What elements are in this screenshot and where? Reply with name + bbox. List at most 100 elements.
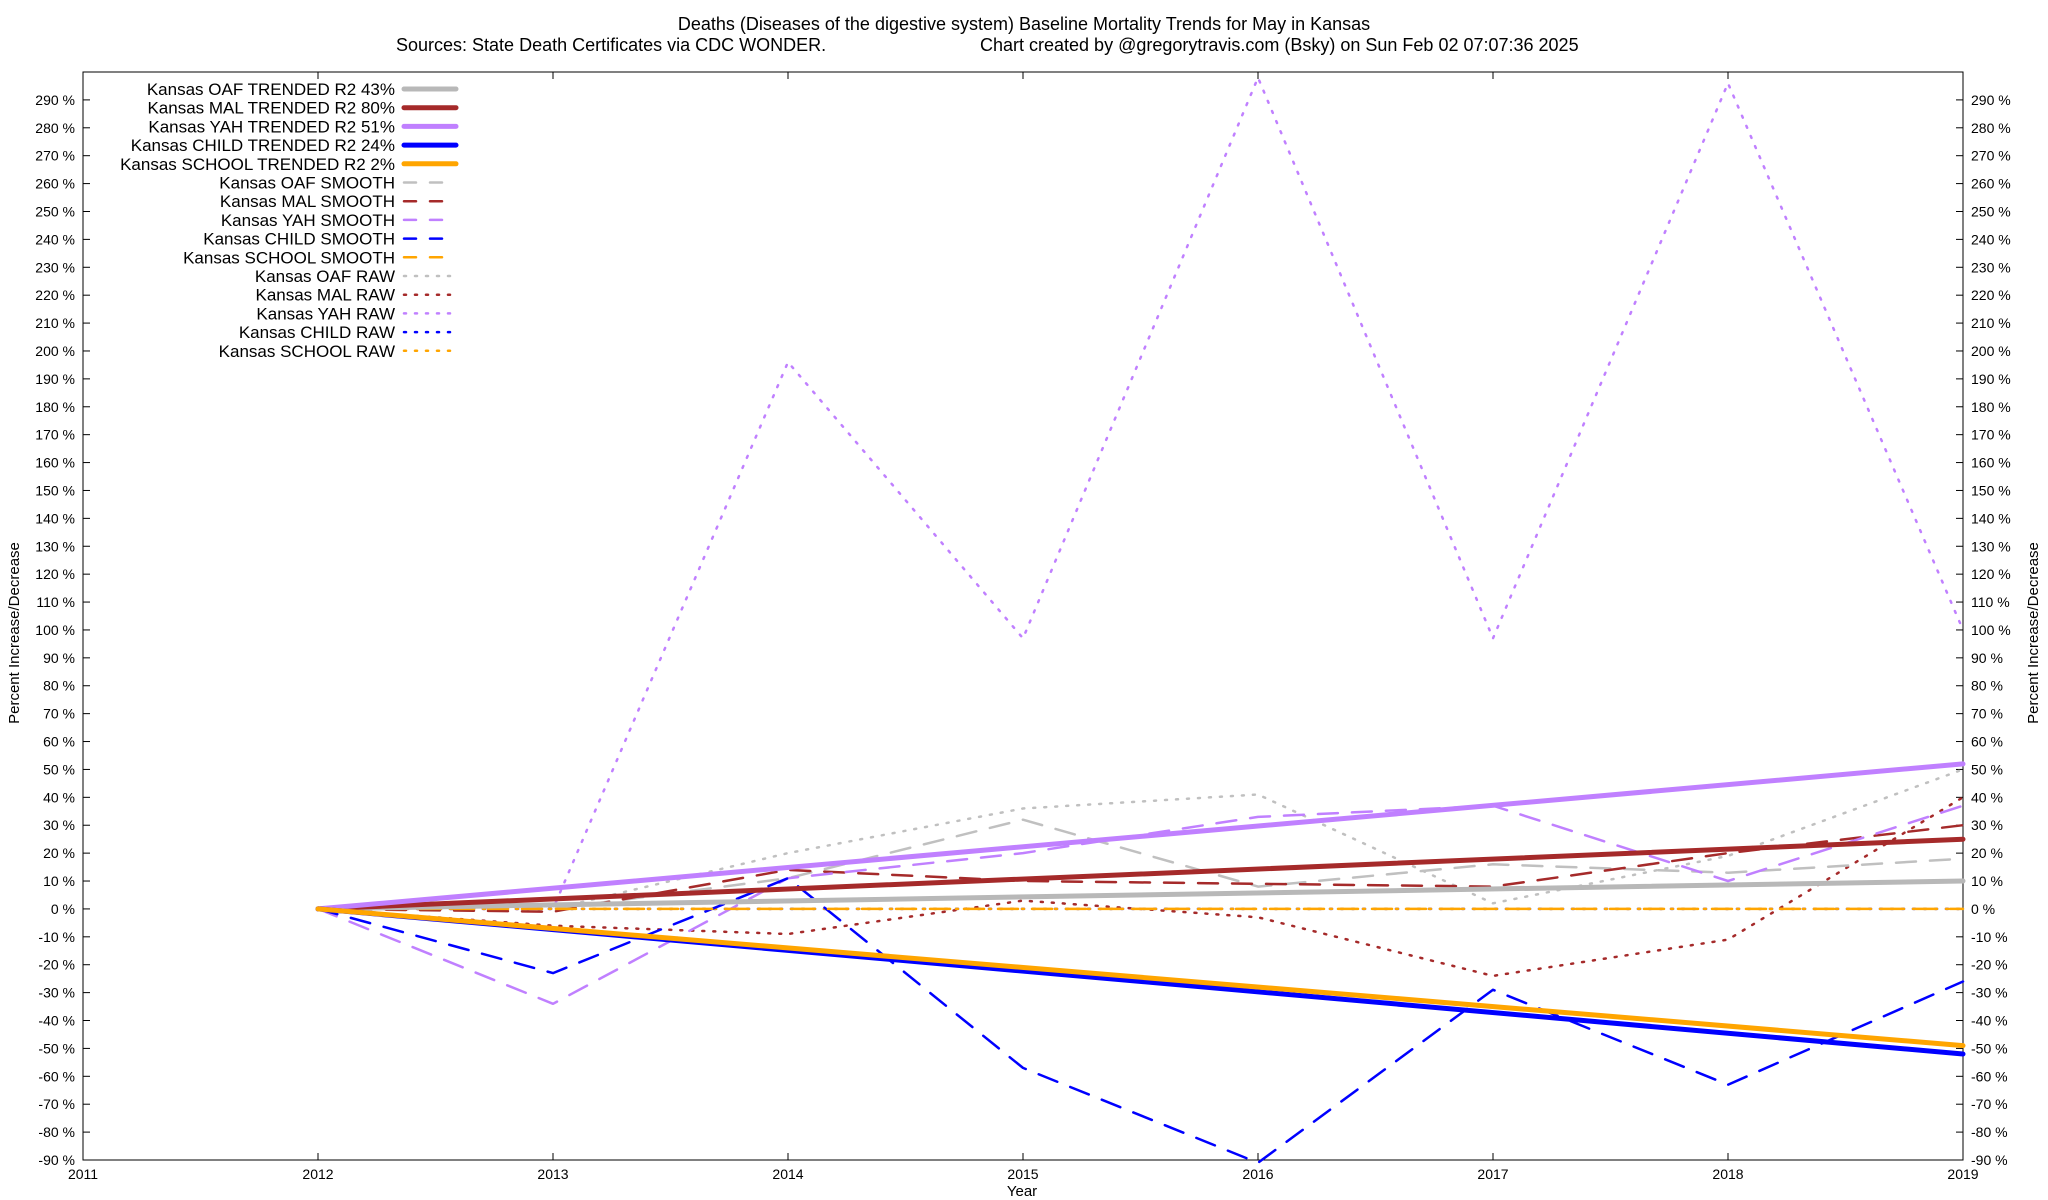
y-tick-label: 290 %: [35, 92, 75, 108]
x-tick-label: 2012: [302, 1166, 333, 1182]
x-tick-label: 2017: [1477, 1166, 1508, 1182]
y-tick-label-right: 200 %: [1971, 343, 2011, 359]
y-tick-label-right: 160 %: [1971, 455, 2011, 471]
plot-area: -90 % -90 % -80 % -80 % -70 % -70 % -60 % -60 %…: [35, 71, 2011, 1182]
y-tick-label: 190 %: [35, 371, 75, 387]
y-tick-label-right: 50 %: [1971, 761, 2003, 777]
y-tick-label-right: 280 %: [1971, 120, 2011, 136]
y-tick-label: -70 %: [38, 1096, 75, 1112]
y-tick-label: 250 %: [35, 203, 75, 219]
y-tick-label-right: 290 %: [1971, 92, 2011, 108]
y-tick-label-right: 220 %: [1971, 287, 2011, 303]
y-tick-label: 20 %: [43, 845, 75, 861]
y-tick-label: -80 %: [38, 1124, 75, 1140]
y-tick-label-right: -10 %: [1971, 929, 2008, 945]
x-tick-label: 2015: [1007, 1166, 1038, 1182]
x-tick-label: 2011: [68, 1166, 98, 1182]
y-tick-label-right: 250 %: [1971, 203, 2011, 219]
y-tick-label-right: 70 %: [1971, 706, 2003, 722]
legend-label: Kansas OAF RAW: [255, 267, 395, 286]
y-tick-label: 170 %: [35, 427, 75, 443]
y-tick-label-right: -50 %: [1971, 1040, 2008, 1056]
x-tick-label: 2014: [772, 1166, 803, 1182]
y-tick-label-right: 270 %: [1971, 148, 2011, 164]
legend-label: Kansas OAF TRENDED R2 43%: [147, 80, 395, 99]
legend-label: Kansas SCHOOL TRENDED R2 2%: [120, 155, 395, 174]
chart-subtitle-right: Chart created by @gregorytravis.com (Bsk…: [980, 35, 1579, 55]
y-tick-label-right: 10 %: [1971, 873, 2003, 889]
legend-label: Kansas CHILD RAW: [239, 323, 395, 342]
y-tick-label-right: -30 %: [1971, 985, 2008, 1001]
y-tick-label: 90 %: [43, 650, 75, 666]
legend-label: Kansas YAH TRENDED R2 51%: [148, 117, 395, 136]
y-tick-label-right: 210 %: [1971, 315, 2011, 331]
y-tick-label: 210 %: [35, 315, 75, 331]
y-tick-label: -40 %: [38, 1013, 75, 1029]
y-tick-label-right: 110 %: [1971, 594, 2010, 610]
y-tick-label: 40 %: [43, 789, 75, 805]
y-tick-label-right: 120 %: [1971, 566, 2011, 582]
y-tick-label: -10 %: [38, 929, 75, 945]
y-tick-label-right: 90 %: [1971, 650, 2003, 666]
y-tick-label: 270 %: [35, 148, 75, 164]
series-kansas-yah-trended-r2-51: [315, 761, 1966, 912]
y-tick-label: 100 %: [35, 622, 75, 638]
y-tick-label: 30 %: [43, 817, 75, 833]
x-tick-label: 2019: [1947, 1166, 1978, 1182]
y-tick-label: 230 %: [35, 259, 75, 275]
y-tick-label-right: 60 %: [1971, 734, 2003, 750]
legend-label: Kansas MAL SMOOTH: [220, 192, 395, 211]
y-axis-label-left: Percent Increase/Decrease: [6, 542, 23, 724]
x-tick-label: 2016: [1242, 1166, 1273, 1182]
y-tick-label: -60 %: [38, 1068, 75, 1084]
y-tick-label-right: -70 %: [1971, 1096, 2008, 1112]
y-tick-label-right: -60 %: [1971, 1068, 2008, 1084]
legend-label: Kansas MAL RAW: [255, 286, 395, 305]
y-tick-label: -30 %: [38, 985, 75, 1001]
y-tick-label-right: 260 %: [1971, 176, 2011, 192]
y-tick-label-right: 190 %: [1971, 371, 2011, 387]
legend: Kansas OAF TRENDED R2 43%Kansas MAL TREN…: [120, 80, 459, 361]
x-tick-label: 2018: [1712, 1166, 1743, 1182]
series-layer: [315, 76, 1966, 1165]
y-tick-label: 130 %: [35, 538, 75, 554]
series-kansas-school-trended-r2-2: [315, 906, 1966, 1049]
y-tick-label-right: 240 %: [1971, 231, 2011, 247]
series-kansas-yah-raw: [316, 76, 1965, 911]
y-tick-label: 70 %: [43, 706, 75, 722]
y-tick-label: 280 %: [35, 120, 75, 136]
y-tick-label: 160 %: [35, 455, 75, 471]
y-tick-label: 10 %: [43, 873, 75, 889]
y-tick-label: -20 %: [38, 957, 75, 973]
y-tick-label: 140 %: [35, 510, 75, 526]
y-tick-label-right: 140 %: [1971, 510, 2011, 526]
y-tick-label: -50 %: [38, 1040, 75, 1056]
x-axis-label: Year: [1007, 1183, 1037, 1200]
legend-label: Kansas YAH SMOOTH: [221, 211, 395, 230]
legend-label: Kansas SCHOOL SMOOTH: [183, 248, 395, 267]
axis-ticks: -90 % -90 % -80 % -80 % -70 % -70 % -60 % -60 %…: [35, 72, 2011, 1182]
y-tick-label: 110 %: [36, 594, 75, 610]
y-tick-label-right: 130 %: [1971, 538, 2011, 554]
y-tick-label-right: 20 %: [1971, 845, 2003, 861]
y-tick-label-right: 0 %: [1971, 901, 1995, 917]
y-tick-label-right: 80 %: [1971, 678, 2003, 694]
series-kansas-oaf-trended-r2-43: [315, 878, 1966, 912]
y-tick-label: 220 %: [35, 287, 75, 303]
legend-label: Kansas SCHOOL RAW: [219, 342, 395, 361]
y-tick-label: 240 %: [35, 231, 75, 247]
y-tick-label: 150 %: [35, 482, 75, 498]
y-tick-label: 260 %: [35, 176, 75, 192]
y-tick-label-right: 230 %: [1971, 259, 2011, 275]
y-tick-label: 50 %: [43, 761, 75, 777]
chart-subtitle-left: Sources: State Death Certificates via CD…: [396, 35, 826, 55]
legend-label: Kansas YAH RAW: [256, 304, 395, 323]
series-kansas-child-smooth: [316, 876, 1965, 1165]
y-tick-label-right: 170 %: [1971, 427, 2011, 443]
y-tick-label-right: 100 %: [1971, 622, 2011, 638]
y-tick-label-right: -80 %: [1971, 1124, 2008, 1140]
legend-label: Kansas OAF SMOOTH: [219, 174, 395, 193]
y-tick-label-right: -20 %: [1971, 957, 2008, 973]
